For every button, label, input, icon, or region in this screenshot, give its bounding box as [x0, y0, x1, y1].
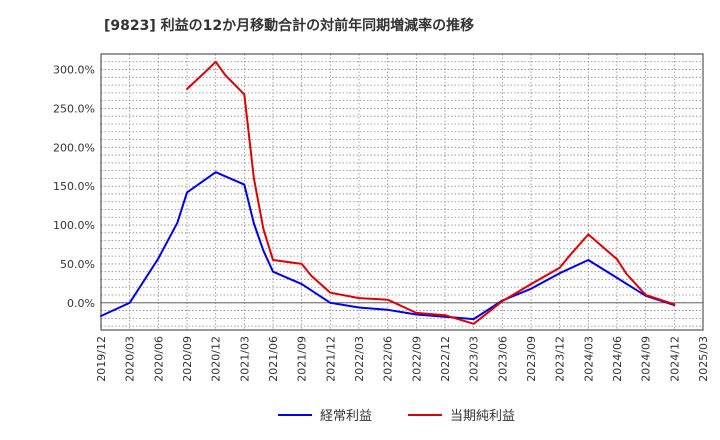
grid	[100, 53, 704, 330]
plot-area	[100, 53, 704, 331]
x-tick-label: 2022/03	[353, 336, 366, 382]
y-tick-label: 150.0%	[53, 180, 95, 193]
x-tick-label: 2021/03	[238, 336, 251, 382]
legend: 経常利益 当期純利益	[278, 409, 515, 424]
x-tick-label: 2020/06	[152, 336, 165, 382]
y-tick-label: 200.0%	[53, 141, 95, 154]
x-tick-label: 2024/06	[611, 336, 624, 382]
x-tick-label: 2020/12	[210, 336, 223, 382]
series-line-0	[100, 171, 676, 321]
x-tick-label: 2025/03	[697, 336, 710, 382]
x-tick-label: 2020/03	[124, 336, 137, 382]
x-tick-label: 2023/06	[496, 336, 509, 382]
y-tick-label: 300.0%	[53, 64, 95, 77]
series-line-1	[186, 60, 676, 325]
series-layer	[100, 60, 676, 325]
x-tick-label: 2022/09	[410, 336, 423, 382]
x-tick-label: 2021/06	[267, 336, 280, 382]
x-tick-label: 2022/12	[439, 336, 452, 382]
x-tick-label: 2024/09	[640, 336, 653, 382]
x-tick-label: 2024/12	[668, 336, 681, 382]
x-tick-label: 2021/09	[296, 336, 309, 382]
y-tick-label: 0.0%	[67, 297, 95, 310]
y-axis: 0.0% 50.0% 100.0% 150.0% 200.0% 250.0% 300.0%	[53, 64, 95, 310]
x-tick-label: 2023/03	[468, 336, 481, 382]
x-tick-label: 2024/03	[582, 336, 595, 382]
x-axis: 2019/12 2020/03 2020/06 2020/09 2020/12 2021/…	[95, 336, 710, 382]
x-tick-label: 2021/12	[324, 336, 337, 382]
x-tick-label: 2023/09	[525, 336, 538, 382]
x-tick-label: 2020/09	[181, 336, 194, 382]
chart-title: [9823] 利益の12か月移動合計の対前年同期増減率の推移	[104, 17, 474, 34]
y-tick-label: 250.0%	[53, 102, 95, 115]
x-tick-label: 2022/06	[382, 336, 395, 382]
legend-label-series-1: 当期純利益	[450, 409, 515, 424]
y-tick-label: 50.0%	[60, 258, 95, 271]
y-tick-label: 100.0%	[53, 219, 95, 232]
x-tick-label: 2023/12	[554, 336, 567, 382]
legend-label-series-0: 経常利益	[320, 409, 372, 424]
x-tick-label: 2019/12	[95, 336, 108, 382]
